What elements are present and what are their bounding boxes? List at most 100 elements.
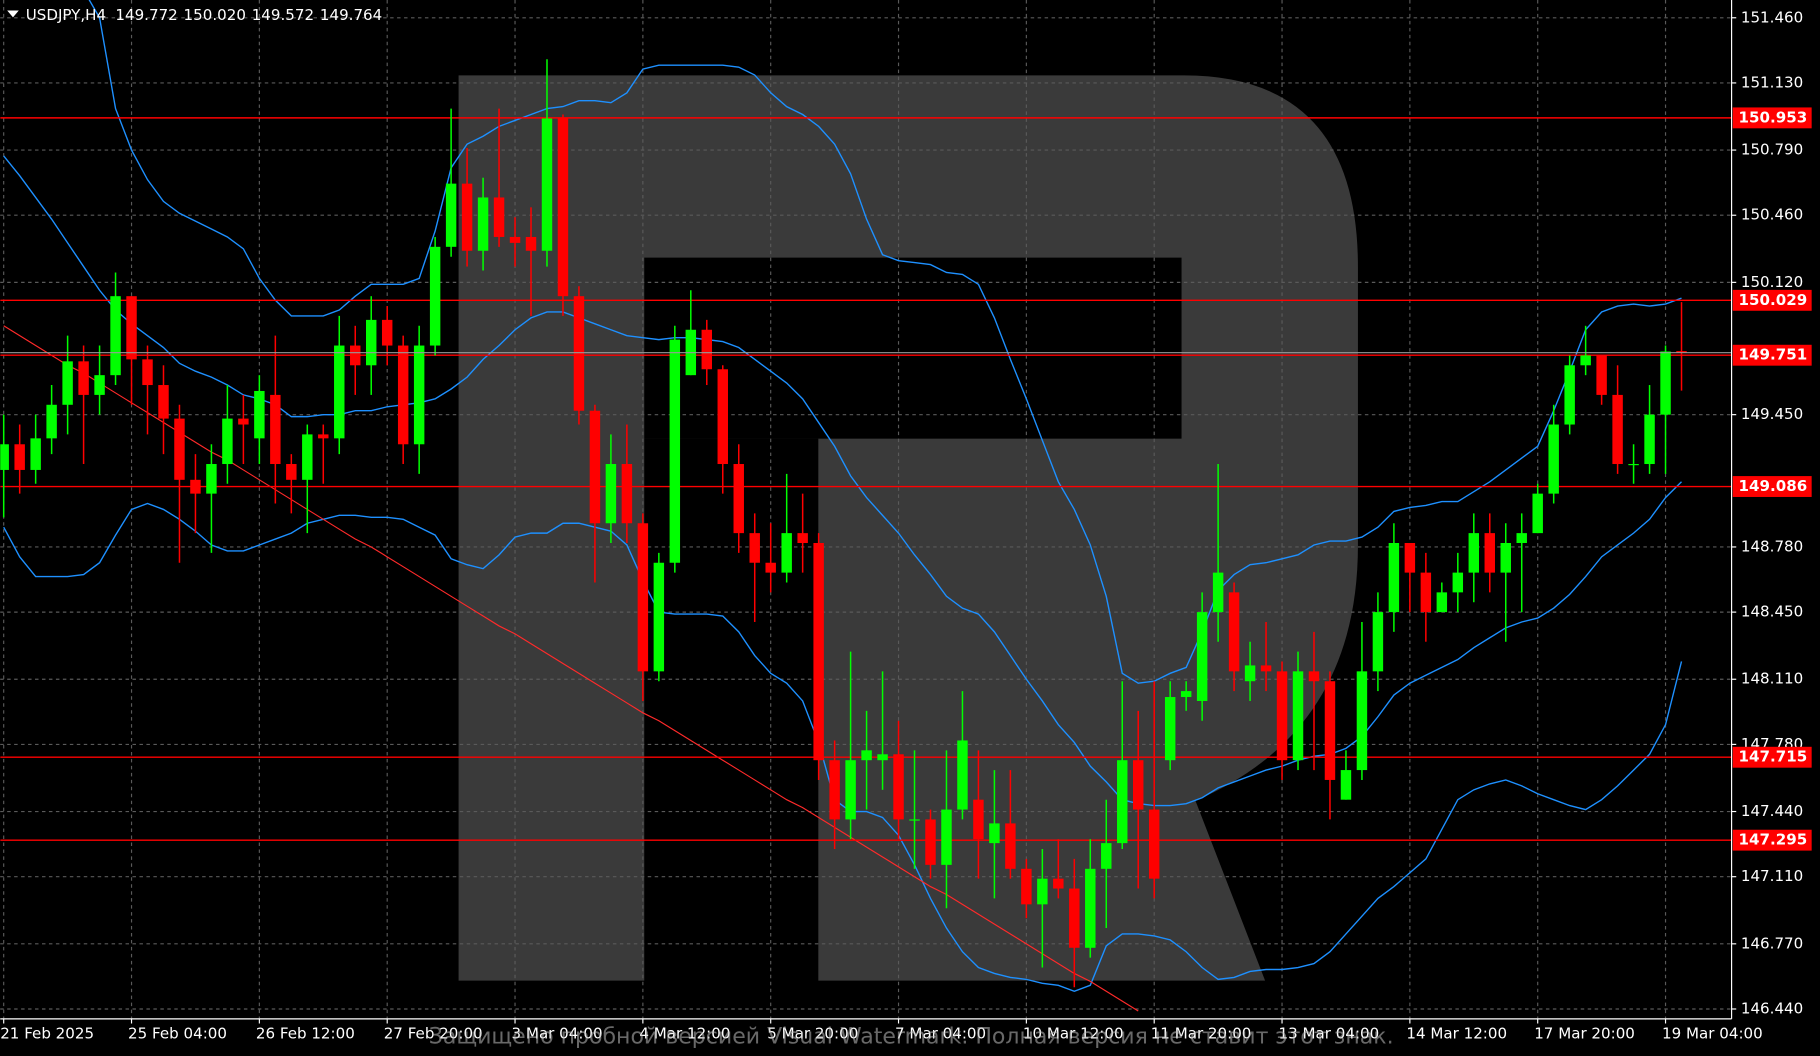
candle-body [845,760,856,820]
candle-body [749,533,760,563]
level-label-box [1732,107,1812,129]
y-tick-label: 147.110 [1741,867,1803,885]
candle-body [445,183,457,247]
x-tick-label: 10 Mar 12:00 [1023,1024,1124,1042]
candle-body [669,339,681,563]
x-tick-label: 27 Feb 20:00 [384,1024,483,1042]
y-tick-label: 147.440 [1741,802,1803,820]
x-tick-label: 5 Mar 20:00 [767,1024,858,1042]
candle-body [0,444,9,470]
candle-body [589,410,601,524]
candle-body [1580,355,1591,366]
candle-body [142,359,153,386]
candle-body [94,375,105,395]
level-label: 147.295 [1739,831,1808,849]
candle-body [1628,464,1639,466]
y-tick-label: 148.450 [1741,603,1803,621]
candle-body [1276,671,1288,761]
level-label-box [1732,344,1812,366]
candle-body [1404,543,1416,573]
candle-body [1676,351,1687,353]
level-label-box [1732,746,1812,768]
candle-body [1484,533,1495,573]
open-label: 149.772 [115,6,177,24]
candle-body [925,819,936,865]
candle-body [957,740,968,810]
candle-body [461,183,473,251]
y-tick-label: 151.130 [1741,73,1803,91]
y-tick-label: 149.450 [1741,405,1803,423]
candle-body [1069,888,1080,948]
candle-body [1340,770,1352,800]
candle-body [158,385,169,419]
candle-body [493,197,505,237]
candle-body [1037,878,1048,905]
candle-body [14,444,25,470]
candle-body [733,464,744,534]
header: USDJPY,H4 149.772 150.020 149.572 149.764 [7,6,382,24]
level-label: 147.715 [1739,748,1808,766]
candle-body [765,562,776,573]
plot-area [0,0,1732,1012]
dropdown-icon[interactable] [7,10,19,18]
candle-body [222,418,233,465]
candle-body [717,369,728,465]
y-tick-label: 148.110 [1741,670,1803,688]
candle-body [1356,671,1368,771]
candle-body [797,533,808,544]
y-tick-label: 148.780 [1741,537,1803,555]
candle-body [1260,665,1272,672]
x-tick-label: 4 Mar 12:00 [639,1024,730,1042]
candle-body [286,464,297,480]
candle-body [1308,671,1320,682]
high-label: 150.020 [184,6,246,24]
x-tick-label: 17 Mar 20:00 [1534,1024,1635,1042]
y-tick-label: 150.120 [1741,273,1803,291]
candle-body [302,434,313,480]
candle-body [637,523,649,672]
candle-body [573,296,585,411]
x-tick-label: 26 Feb 12:00 [256,1024,355,1042]
axes: 151.460 151.130 150.790 150.460 150.120 149.4… [0,8,1803,1042]
candle-body [1500,543,1511,573]
header-text: USDJPY,H4 149.772 150.020 149.572 149.764 [26,6,383,24]
candle-body [78,361,89,395]
band-lower [3,502,1683,992]
candle-body [206,464,217,494]
candle-body [1005,823,1016,869]
candle-body [350,345,361,366]
candle-body [334,345,345,439]
candle-body [1548,424,1559,494]
candle-body [1564,365,1575,425]
candle-body [941,809,952,865]
symbol: USDJPY,H4 [26,6,106,24]
candle-body [621,464,633,524]
candle-body [254,390,265,439]
level-label-box [1732,476,1812,497]
x-tick-label: 21 Feb 2025 [0,1024,94,1042]
candle-body [893,754,904,820]
candle-body [270,394,281,465]
candle-body [62,361,73,405]
candle-body [46,404,57,439]
candle-body [525,236,537,251]
candle-body [541,118,553,251]
candle-body [1148,809,1160,879]
candle-body [1468,533,1480,573]
candle-body [605,464,617,524]
candle-body [1196,612,1208,701]
candle-body [110,296,121,376]
candle-body [174,418,185,480]
candle-body [1372,612,1384,672]
candle-body [1516,533,1527,544]
low-label: 149.572 [252,6,314,24]
candle-body [1085,868,1096,948]
logo-watermark [458,75,1358,981]
x-tick-label: 19 Mar 04:00 [1662,1024,1763,1042]
candle-body [238,418,249,425]
candle-body [1388,543,1400,613]
candle-body [1212,572,1224,613]
level-label: 149.751 [1739,346,1808,364]
